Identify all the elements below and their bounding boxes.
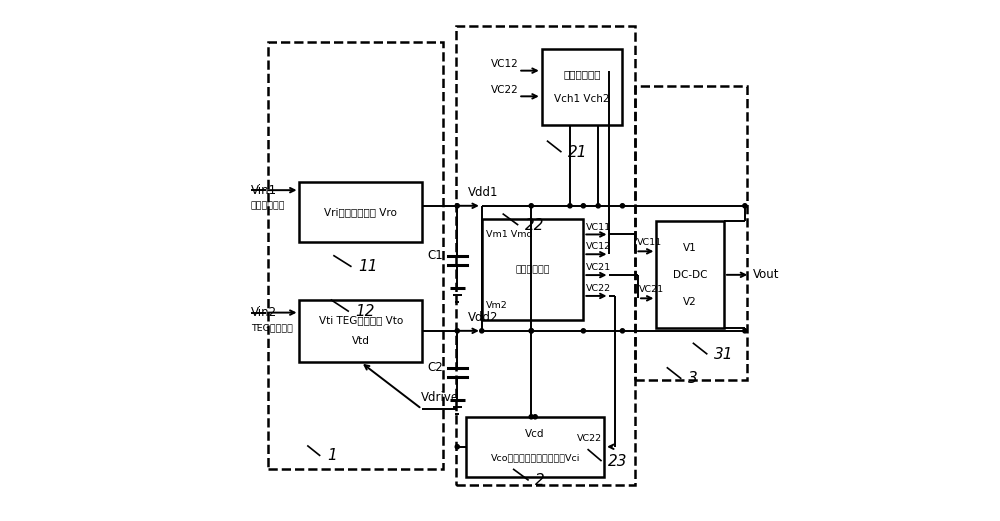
Text: 23: 23: [608, 454, 628, 468]
Text: VC11: VC11: [637, 239, 662, 247]
Text: VC22: VC22: [585, 284, 611, 293]
Text: C2: C2: [427, 361, 443, 374]
Circle shape: [533, 415, 537, 419]
Text: Vtd: Vtd: [352, 336, 370, 346]
Circle shape: [455, 329, 459, 333]
Text: 21: 21: [568, 145, 588, 159]
FancyBboxPatch shape: [656, 221, 724, 328]
Text: Vco高占空比方波发生电路Vci: Vco高占空比方波发生电路Vci: [490, 453, 580, 462]
Text: 1: 1: [327, 449, 337, 463]
FancyBboxPatch shape: [482, 219, 583, 320]
Text: TEG直流输入: TEG直流输入: [251, 324, 293, 333]
Circle shape: [620, 329, 625, 333]
Circle shape: [596, 204, 600, 208]
Text: 11: 11: [358, 259, 378, 274]
Text: VC22: VC22: [576, 434, 602, 443]
Circle shape: [743, 204, 747, 208]
Text: Vin2: Vin2: [251, 306, 277, 319]
Text: Vm1 Vmd: Vm1 Vmd: [486, 230, 532, 239]
FancyBboxPatch shape: [299, 182, 422, 242]
Text: 3: 3: [688, 371, 698, 386]
Text: Vdd1: Vdd1: [468, 187, 498, 199]
Circle shape: [480, 329, 484, 333]
Text: 22: 22: [525, 218, 545, 232]
Text: Vcd: Vcd: [525, 429, 545, 439]
FancyBboxPatch shape: [299, 300, 422, 362]
Circle shape: [568, 204, 572, 208]
Text: 12: 12: [356, 304, 375, 319]
Text: Vdd2: Vdd2: [468, 312, 498, 324]
Text: C1: C1: [427, 249, 443, 262]
Circle shape: [529, 204, 533, 208]
Text: VC11: VC11: [585, 222, 611, 232]
Text: DC-DC: DC-DC: [673, 270, 707, 280]
Text: 充电控制电路: 充电控制电路: [563, 69, 601, 79]
Text: Vti TEG升压电路 Vto: Vti TEG升压电路 Vto: [319, 315, 403, 326]
Text: Vri射频整流电路 Vro: Vri射频整流电路 Vro: [324, 207, 397, 217]
Text: Vdrive: Vdrive: [421, 391, 459, 404]
Circle shape: [455, 444, 459, 449]
Text: VC12: VC12: [585, 242, 611, 252]
FancyBboxPatch shape: [542, 49, 622, 125]
Circle shape: [455, 204, 459, 208]
Text: 射频能量输入: 射频能量输入: [251, 201, 285, 210]
Text: Vout: Vout: [753, 268, 779, 281]
FancyBboxPatch shape: [466, 417, 604, 477]
Text: Vm2: Vm2: [486, 301, 508, 311]
Text: 2: 2: [535, 473, 545, 488]
Text: V2: V2: [683, 296, 697, 306]
Text: VC22: VC22: [490, 85, 518, 95]
Text: VC21: VC21: [585, 263, 611, 272]
Text: V1: V1: [683, 243, 697, 253]
Circle shape: [743, 329, 747, 333]
Circle shape: [581, 204, 585, 208]
Circle shape: [581, 329, 585, 333]
Circle shape: [529, 415, 533, 419]
Text: VC21: VC21: [639, 286, 664, 294]
Text: Vch1 Vch2: Vch1 Vch2: [554, 94, 610, 104]
Text: VC12: VC12: [490, 59, 518, 69]
Text: Vin1: Vin1: [251, 184, 277, 196]
Text: 31: 31: [714, 347, 734, 362]
Circle shape: [529, 329, 533, 333]
Text: 电压监测电路: 电压监测电路: [515, 265, 550, 274]
Circle shape: [620, 204, 625, 208]
Circle shape: [529, 329, 533, 333]
